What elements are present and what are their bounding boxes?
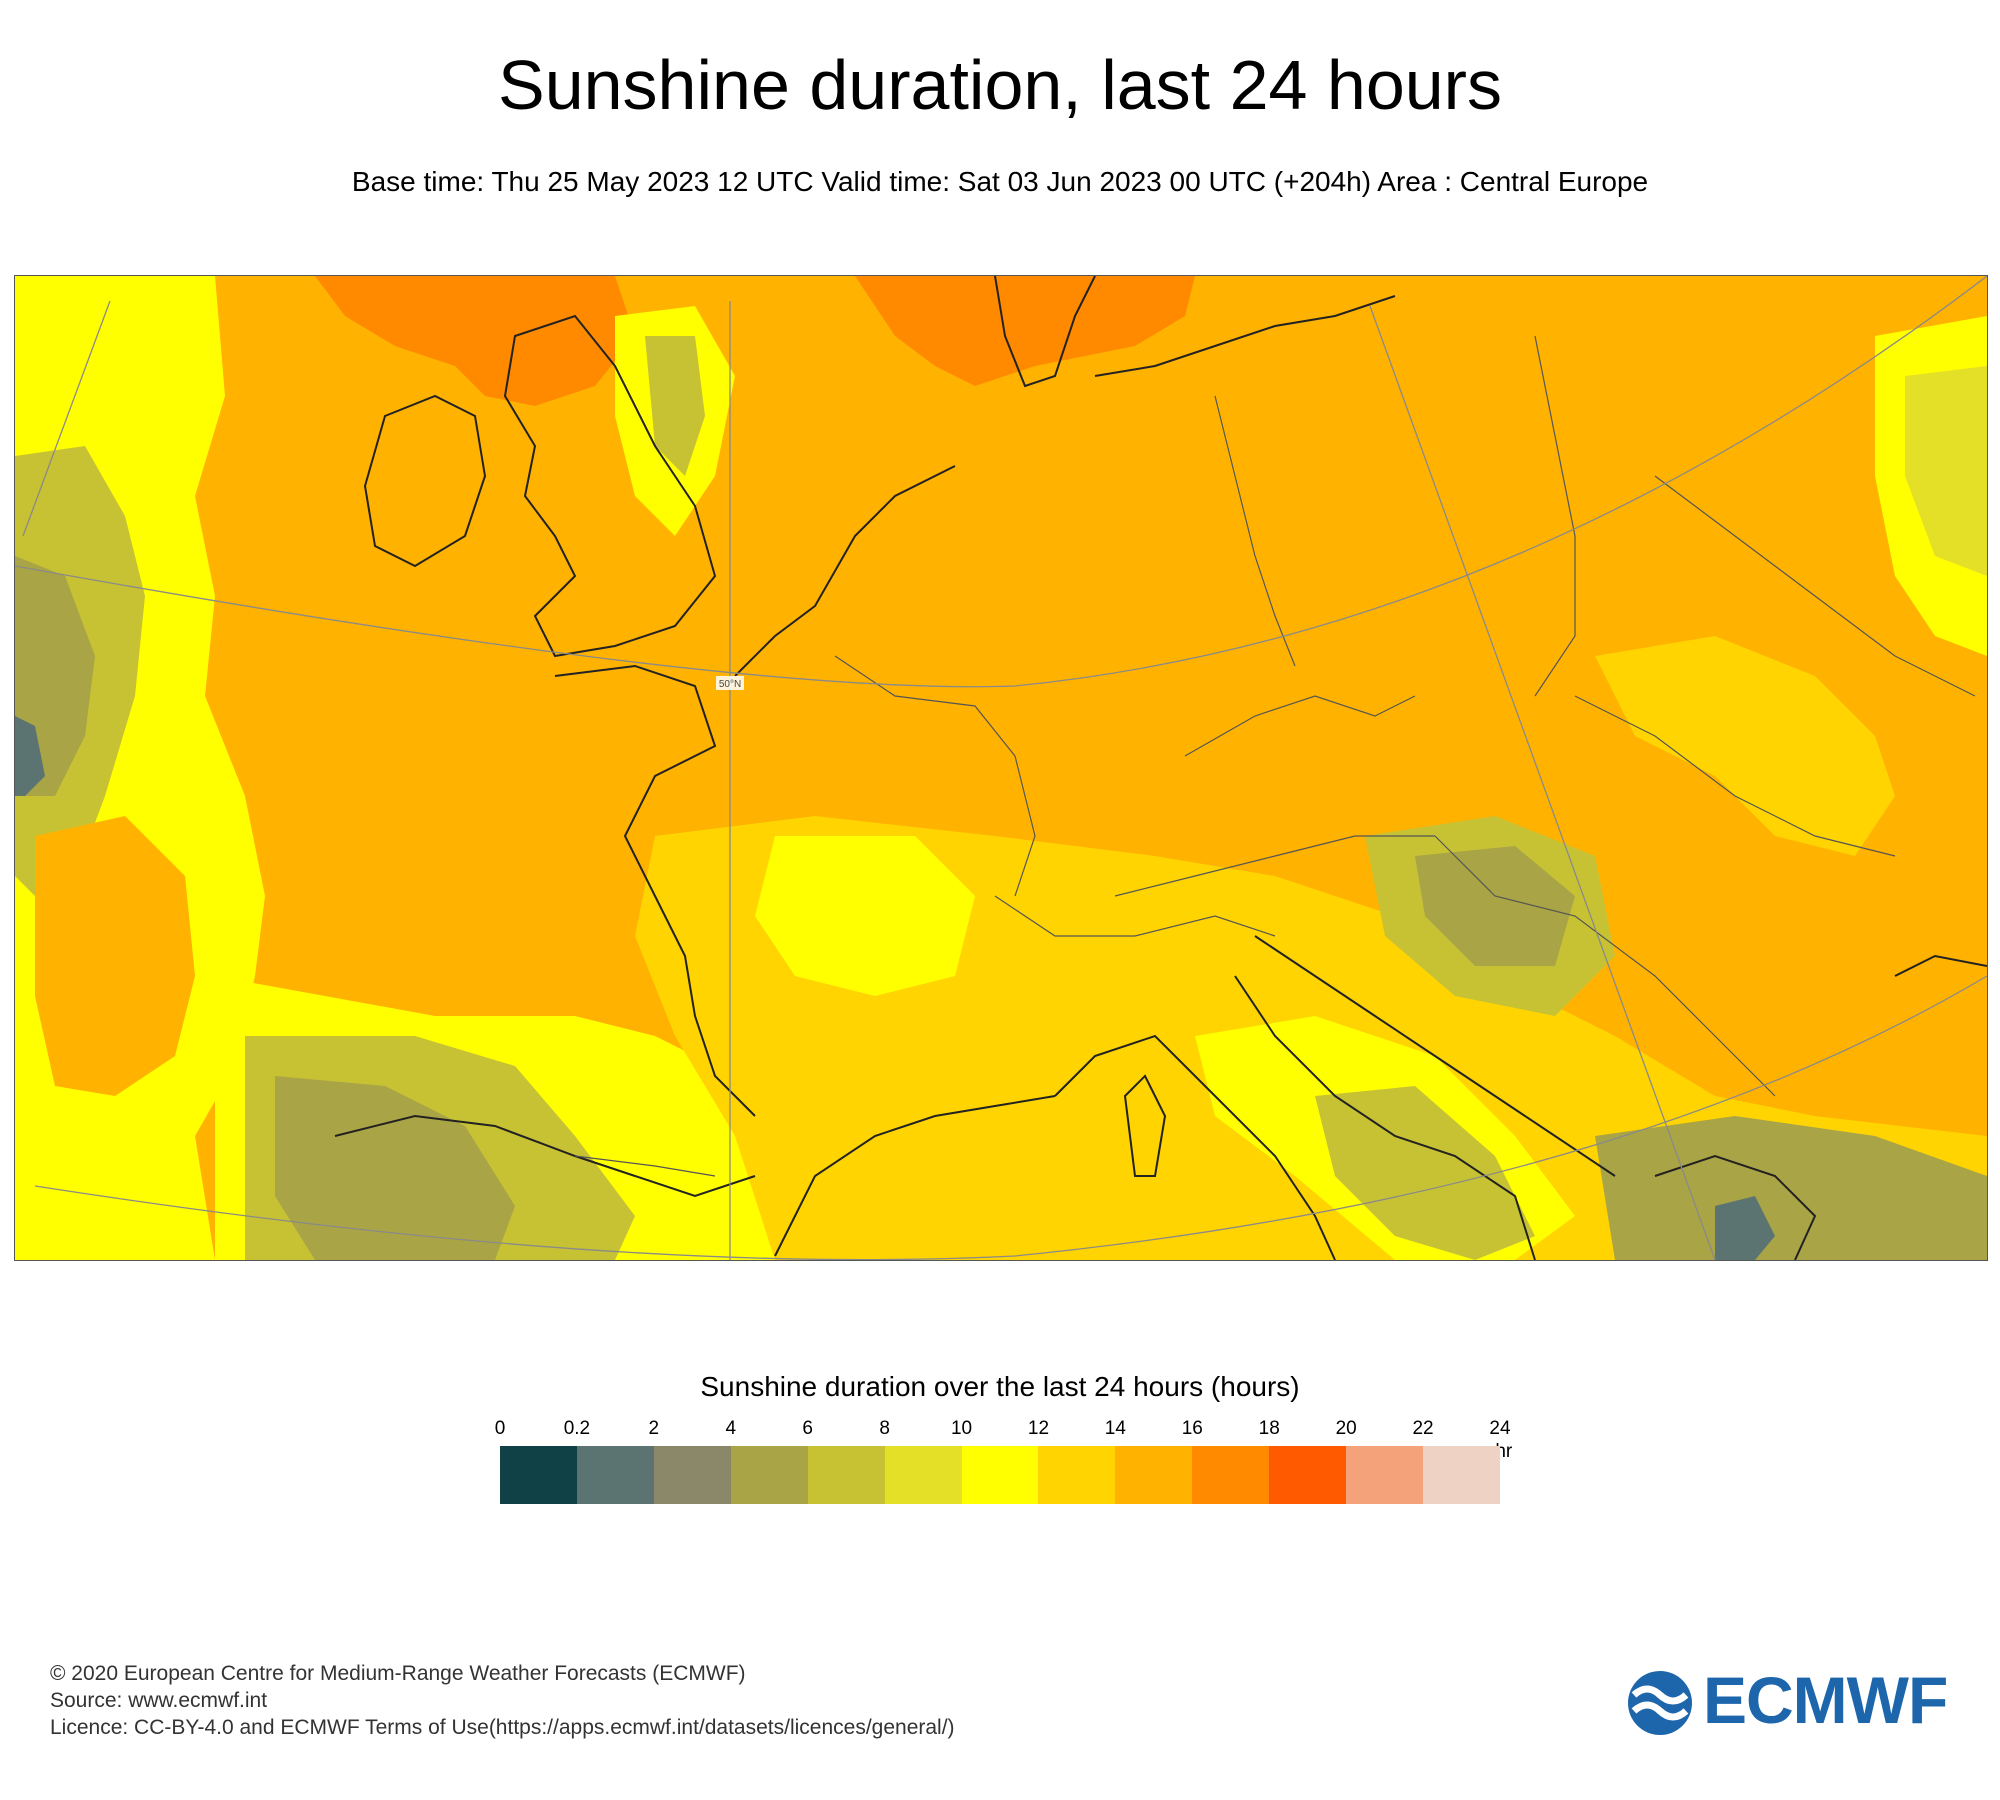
border-germany-czechia: [1184, 695, 1416, 757]
country-borders: [574, 335, 1976, 1177]
coastline-denmark: [994, 276, 1096, 388]
coastline-baltic: [1094, 295, 1396, 377]
graticule-label-50n: 50°N: [719, 679, 741, 690]
coastline-greece: [1654, 1154, 1817, 1260]
border-romania: [1574, 695, 1896, 857]
coastline-italy-east: [1234, 975, 1536, 1260]
border-spain-france: [574, 1155, 716, 1177]
coastline-ireland: [363, 394, 487, 568]
coastline-channel-low-countries: [734, 465, 956, 677]
sunshine-field-alps-yellow: [755, 836, 975, 996]
legend-tick-label: 6: [802, 1418, 813, 1439]
legend-tick-label: 12: [1027, 1418, 1050, 1439]
border-balkans: [1434, 835, 1776, 1097]
legend-swatch-1: [576, 1446, 654, 1504]
border-germany-poland: [1214, 395, 1296, 667]
border-austria-hungary: [1114, 835, 1435, 897]
legend-tick-label: 18: [1258, 1418, 1280, 1439]
sunshine-field-atlantic-west-dark: [15, 716, 45, 796]
legend-title: Sunshine duration over the last 24 hours…: [700, 1371, 1300, 1402]
sunshine-field-italy-low: [1315, 1086, 1535, 1260]
legend-swatch-3: [730, 1446, 808, 1504]
legend-swatch-4: [807, 1446, 885, 1504]
sunshine-field-germany-gold-band: [1595, 636, 1895, 856]
legend-swatch-0: [500, 1446, 577, 1504]
border-france-germany: [834, 655, 1036, 897]
legend-tick-label: 4: [725, 1418, 737, 1439]
legend-swatch-10: [1269, 1446, 1347, 1504]
sunshine-field-uk-low: [645, 336, 705, 476]
graticule: [15, 276, 1987, 1260]
page-title: Sunshine duration, last 24 hours: [498, 46, 1502, 124]
graticule-meridian-east: [1369, 305, 1716, 1260]
coastline-france-west: [554, 664, 756, 1117]
ecmwf-logo-text: ECMWF: [1703, 1663, 1948, 1737]
border-poland-east: [1534, 335, 1576, 697]
graticule-parallel-40: [34, 975, 1987, 1260]
legend-tick-label: 0: [494, 1418, 506, 1439]
graticule-meridian-west: [22, 300, 111, 537]
legend-tick-label: 16: [1181, 1418, 1203, 1439]
legend-swatch-6: [961, 1446, 1039, 1504]
legend-swatch-8: [1115, 1446, 1193, 1504]
legend-swatch-12: [1423, 1446, 1500, 1504]
legend-tick-label: 22: [1412, 1418, 1434, 1439]
border-ukraine: [1654, 475, 1976, 697]
footer: © 2020 European Centre for Medium-Range …: [50, 1660, 955, 1741]
page-subtitle: Base time: Thu 25 May 2023 12 UTC Valid …: [351, 166, 1649, 197]
legend-color-bar: [500, 1446, 1500, 1504]
coastline-italy-west: [1054, 1034, 1336, 1260]
legend-swatch-9: [1192, 1446, 1270, 1504]
coastline-corsica: [1123, 1074, 1167, 1177]
footer-copyright: © 2020 European Centre for Medium-Range …: [50, 1662, 746, 1685]
ecmwf-logo-icon: [1628, 1671, 1692, 1735]
legend-swatch-5: [884, 1446, 962, 1504]
legend-tick-label: 2: [648, 1418, 660, 1439]
legend-swatch-7: [1038, 1446, 1116, 1504]
legend-tick-label: 14: [1104, 1418, 1126, 1439]
sunshine-field-biscay-orange: [35, 816, 195, 1096]
legend-swatch-11: [1346, 1446, 1424, 1504]
coastline-gulf-of-lion: [774, 1095, 1056, 1257]
sunshine-field-east-low: [1905, 366, 1987, 576]
footer-licence: Licence: CC-BY-4.0 and ECMWF Terms of Us…: [50, 1716, 955, 1739]
sunshine-field-greece-low: [1595, 1116, 1987, 1260]
coastline-black-sea: [1894, 954, 1987, 977]
graticule-label-box: [716, 676, 744, 690]
coastline-adriatic-east: [1254, 935, 1616, 1177]
map-panel[interactable]: 50°N: [14, 275, 1988, 1261]
legend-tick-label: 8: [879, 1418, 890, 1439]
legend-tick-label: 24: [1489, 1418, 1511, 1439]
border-alps: [994, 895, 1276, 937]
footer-source: Source: www.ecmwf.int: [50, 1689, 268, 1712]
legend-swatch-2: [653, 1446, 731, 1504]
map-canvas[interactable]: 50°N: [15, 276, 1987, 1260]
sunshine-field-greece-dark: [1715, 1196, 1775, 1260]
legend-tick-label: 20: [1335, 1418, 1357, 1439]
legend-tick-label: 0.2: [563, 1418, 591, 1439]
legend-tick-label: 10: [950, 1418, 973, 1439]
graticule-parallel-50: [15, 276, 1987, 688]
coastlines: [334, 276, 1987, 1260]
coastline-great-britain: [503, 314, 717, 658]
sunshine-field-16-18-north-sea: [315, 276, 635, 406]
sunshine-field-balkans-lower: [1415, 846, 1575, 966]
sunshine-field-16-18-denmark: [855, 276, 1195, 386]
